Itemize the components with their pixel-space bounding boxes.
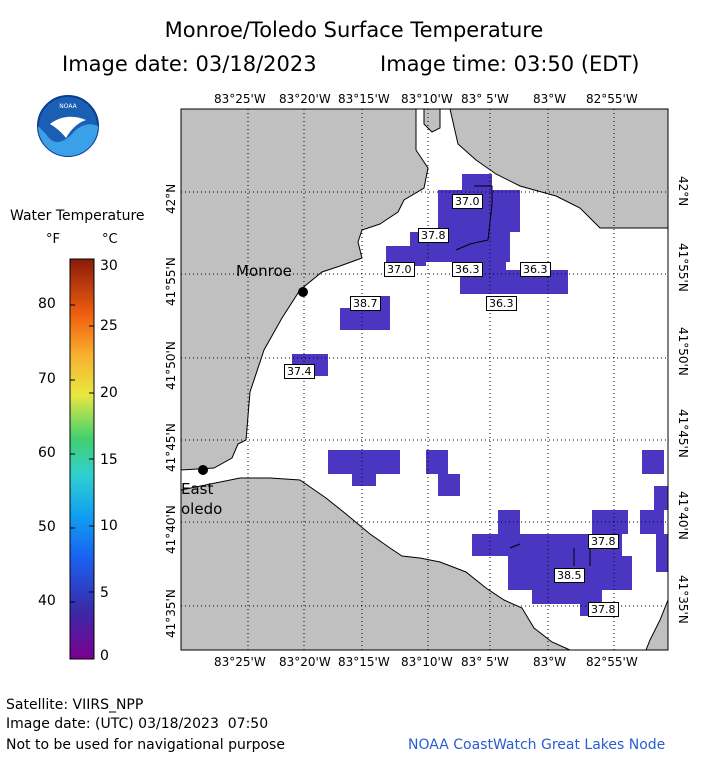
lat-tick-left: 41°40'N: [164, 505, 178, 554]
lat-tick-right: 41°40'N: [676, 491, 690, 540]
legend-f-tick: 50: [38, 519, 56, 535]
sst-pixels: [292, 174, 668, 616]
legend-c-tick: 30: [100, 258, 118, 274]
sst-pixel: [438, 474, 460, 496]
noaa-logo-icon: NOAA: [37, 95, 99, 157]
contour-line: [509, 543, 521, 549]
legend-c-tick: 15: [100, 452, 118, 468]
sst-pixel: [640, 510, 664, 534]
lon-tick-top: 83°15'W: [338, 92, 390, 106]
lon-tick-bottom: 83°15'W: [338, 655, 390, 669]
footer-utc-date: Image date: (UTC) 03/18/2023 07:50: [6, 716, 269, 732]
image-time: Image time: 03:50 (EDT): [380, 52, 640, 76]
lat-tick-left: 42°N: [164, 183, 178, 214]
legend-c-tick: 5: [100, 585, 109, 601]
lon-tick-top: 82°55'W: [586, 92, 638, 106]
legend-unit-c: °C: [102, 232, 118, 247]
temp-label: 37.8: [418, 228, 449, 243]
lon-tick-bottom: 83°10'W: [401, 655, 453, 669]
temp-label: 38.7: [350, 296, 381, 311]
footer-credit: NOAA CoastWatch Great Lakes Node: [408, 737, 666, 753]
temp-label: 36.3: [520, 262, 551, 277]
legend-f-tick: 80: [38, 296, 56, 312]
legend-c-tick: 20: [100, 385, 118, 401]
temp-label: 37.8: [588, 602, 619, 617]
legend-f-tick: 60: [38, 445, 56, 461]
legend-c-tick: 0: [100, 648, 109, 664]
temp-label: 38.5: [554, 568, 585, 583]
sst-pixel: [532, 590, 602, 604]
lon-tick-top: 83°20'W: [279, 92, 331, 106]
sst-pixel: [352, 474, 376, 486]
lon-tick-bottom: 82°55'W: [586, 655, 638, 669]
lat-tick-left: 41°35'N: [164, 589, 178, 638]
temp-label: 37.0: [384, 262, 415, 277]
sst-pixel: [328, 450, 400, 474]
map-canvas: [180, 108, 669, 651]
lat-tick-left: 41°45'N: [164, 423, 178, 472]
legend-f-tick: 70: [38, 371, 56, 387]
legend-title: Water Temperature: [10, 208, 145, 224]
legend-c-tick: 10: [100, 518, 118, 534]
map-title: Monroe/Toledo Surface Temperature: [164, 18, 544, 42]
footer-satellite: Satellite: VIIRS_NPP: [6, 697, 144, 713]
noaa-logo-text: NOAA: [59, 103, 77, 110]
temp-label: 36.3: [486, 296, 517, 311]
legend-c-tick: 25: [100, 318, 118, 334]
lon-tick-top: 83° 5'W: [461, 92, 509, 106]
legend-unit-f: °F: [46, 232, 60, 247]
land-west: [180, 108, 429, 471]
sst-pixel: [642, 450, 664, 474]
lat-tick-left: 41°50'N: [164, 341, 178, 390]
temp-label: 36.3: [452, 262, 483, 277]
lon-tick-top: 83°25'W: [214, 92, 266, 106]
sst-pixel: [656, 534, 668, 572]
footer-disclaimer: Not to be used for navigational purpose: [6, 737, 285, 753]
land-southwest: [180, 477, 571, 651]
sst-pixel: [654, 486, 668, 510]
place-monroe: Monroe: [236, 262, 292, 280]
legend-f-tick: 40: [38, 593, 56, 609]
toledo-marker: [198, 465, 208, 475]
place-toledo: oledo: [181, 500, 223, 518]
temp-label: 37.4: [284, 364, 315, 379]
lat-tick-right: 42°N: [676, 176, 690, 207]
lon-tick-bottom: 83°W: [533, 655, 567, 669]
sst-pixel: [472, 534, 622, 556]
place-east: East: [181, 480, 214, 498]
sst-pixel: [340, 308, 360, 330]
sst-pixel: [386, 246, 426, 266]
lon-tick-bottom: 83°20'W: [279, 655, 331, 669]
monroe-marker: [298, 287, 308, 297]
lat-tick-right: 41°50'N: [676, 327, 690, 376]
lat-tick-right: 41°45'N: [676, 409, 690, 458]
image-date: Image date: 03/18/2023: [62, 52, 317, 76]
lon-tick-top: 83°10'W: [401, 92, 453, 106]
lon-tick-top: 83°W: [533, 92, 567, 106]
temp-label: 37.8: [588, 534, 619, 549]
lat-tick-right: 41°35'N: [676, 575, 690, 624]
temp-label: 37.0: [452, 194, 483, 209]
lat-tick-left: 41°55'N: [164, 257, 178, 306]
lat-tick-right: 41°55'N: [676, 243, 690, 292]
lon-tick-bottom: 83°25'W: [214, 655, 266, 669]
lon-tick-bottom: 83° 5'W: [461, 655, 509, 669]
sst-pixel: [426, 450, 448, 474]
color-bar: [69, 258, 95, 660]
